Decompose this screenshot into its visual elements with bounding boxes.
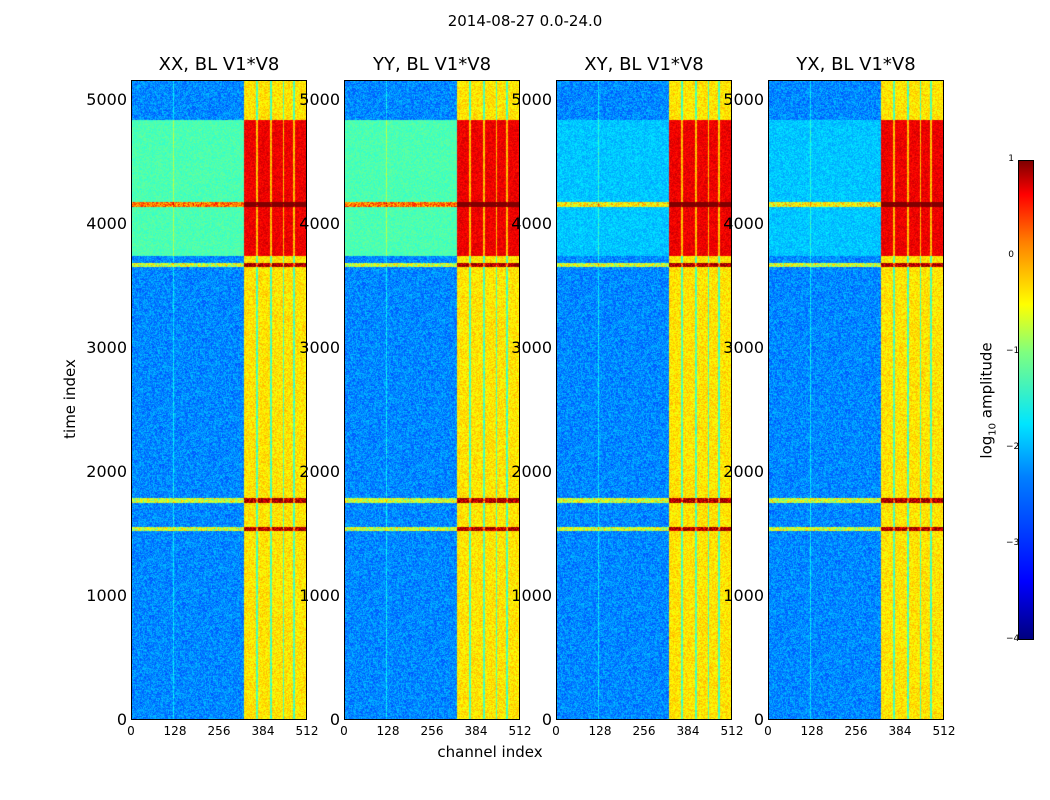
y-tick-label: 5000 xyxy=(86,89,127,109)
colorbar-tick-label: −3 xyxy=(1006,538,1020,548)
y-tick-label: 1000 xyxy=(299,585,340,605)
colorbar-label: log10 amplitude xyxy=(977,342,999,459)
y-tick-label: 3000 xyxy=(299,337,340,357)
y-tick-label: 5000 xyxy=(299,89,340,109)
y-tick-label: 2000 xyxy=(299,461,340,481)
y-tick-label: 0 xyxy=(329,710,340,729)
y-tick-label: 0 xyxy=(541,710,552,729)
y-tick-label: 2000 xyxy=(86,461,127,481)
x-tick-label: 384 xyxy=(251,724,275,738)
y-tick-label: 1000 xyxy=(511,585,552,605)
x-tick-label: 0 xyxy=(764,724,772,738)
x-tick-label: 256 xyxy=(632,724,656,738)
y-tick-label: 1000 xyxy=(723,585,764,605)
panel-title-2: YY, BL V1*V8 xyxy=(372,54,492,75)
x-tick-label: 256 xyxy=(844,724,868,738)
y-tick-label: 4000 xyxy=(86,213,127,233)
y-tick-label: 3000 xyxy=(511,337,552,357)
heatmap-panel-2 xyxy=(344,80,520,720)
panel-title-1: XX, BL V1*V8 xyxy=(158,54,280,75)
y-tick-label: 2000 xyxy=(723,461,764,481)
x-tick-label: 128 xyxy=(376,724,400,738)
y-axis-label: time index xyxy=(61,359,79,439)
x-tick-label: 512 xyxy=(720,724,744,738)
colorbar-tick-label: −2 xyxy=(1006,442,1020,452)
colorbar-tick-label: −4 xyxy=(1006,634,1020,644)
x-tick-label: 128 xyxy=(163,724,187,738)
figure-title: 2014-08-27 0.0-24.0 xyxy=(447,12,603,30)
y-tick-label: 0 xyxy=(116,710,127,729)
x-tick-label: 512 xyxy=(508,724,532,738)
heatmap-image-2 xyxy=(345,81,519,719)
y-tick-label: 3000 xyxy=(86,337,127,357)
y-tick-label: 3000 xyxy=(723,337,764,357)
y-tick-label: 4000 xyxy=(511,213,552,233)
x-tick-label: 384 xyxy=(888,724,912,738)
x-tick-label: 0 xyxy=(127,724,135,738)
heatmap-image-4 xyxy=(769,81,943,719)
x-axis-label: channel index xyxy=(437,743,543,761)
y-tick-label: 5000 xyxy=(723,89,764,109)
heatmap-panel-4 xyxy=(768,80,944,720)
y-tick-label: 2000 xyxy=(511,461,552,481)
heatmap-image-1 xyxy=(132,81,306,719)
x-tick-label: 0 xyxy=(552,724,560,738)
colorbar xyxy=(1018,160,1034,640)
x-tick-label: 128 xyxy=(588,724,612,738)
x-tick-label: 256 xyxy=(207,724,231,738)
x-tick-label: 512 xyxy=(932,724,956,738)
y-tick-label: 1000 xyxy=(86,585,127,605)
colorbar-tick-label: −1 xyxy=(1006,346,1020,356)
colorbar-tick-label: 0 xyxy=(1008,250,1014,260)
y-tick-label: 5000 xyxy=(511,89,552,109)
x-tick-label: 384 xyxy=(464,724,488,738)
heatmap-panel-1 xyxy=(131,80,307,720)
y-tick-label: 0 xyxy=(753,710,764,729)
heatmap-panel-3 xyxy=(556,80,732,720)
x-tick-label: 512 xyxy=(295,724,319,738)
x-tick-label: 384 xyxy=(676,724,700,738)
x-tick-label: 256 xyxy=(420,724,444,738)
x-tick-label: 128 xyxy=(800,724,824,738)
heatmap-image-3 xyxy=(557,81,731,719)
x-tick-label: 0 xyxy=(340,724,348,738)
y-tick-label: 4000 xyxy=(299,213,340,233)
colorbar-tick-label: 1 xyxy=(1008,154,1014,164)
y-tick-label: 4000 xyxy=(723,213,764,233)
panel-title-3: XY, BL V1*V8 xyxy=(584,54,704,75)
panel-title-4: YX, BL V1*V8 xyxy=(796,54,916,75)
